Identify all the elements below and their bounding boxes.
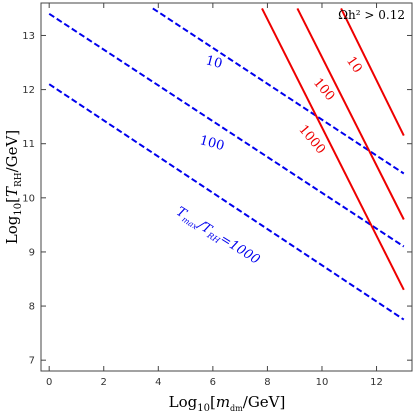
x-tick-label-1: 2 xyxy=(101,377,107,388)
y-tick-label-5: 12 xyxy=(22,85,35,96)
y-tick-label-4: 11 xyxy=(22,139,35,150)
x-axis-label: Log10[mdm/GeV] xyxy=(169,393,286,414)
series-label-blue-100: 100 xyxy=(198,133,226,154)
series-line-red-3 xyxy=(296,7,405,220)
x-tick-label-5: 10 xyxy=(316,377,329,388)
x-tick-label-3: 6 xyxy=(210,377,216,388)
plot-frame xyxy=(40,2,413,372)
series-label-blue-10: 10 xyxy=(204,53,224,72)
series-line-red-5 xyxy=(340,7,405,137)
series-layer xyxy=(48,7,405,321)
y-tick-label-2: 9 xyxy=(29,247,35,258)
series-line-red-4 xyxy=(261,7,405,291)
y-tick-label-1: 8 xyxy=(29,302,35,313)
x-tick-label-6: 12 xyxy=(370,377,383,388)
y-tick-label-0: 7 xyxy=(29,356,35,367)
x-tick-label-0: 0 xyxy=(46,377,52,388)
y-axis-label: Log10[TRH/GeV] xyxy=(3,130,24,244)
series-line-blue-2 xyxy=(48,83,405,321)
y-tick-label-3: 10 xyxy=(22,193,35,204)
x-tick-label-4: 8 xyxy=(264,377,270,388)
series-line-blue-1 xyxy=(48,12,405,248)
axis-ticks: 0 2 4 6 8 10 12 7 8 9 10 11 12 13 xyxy=(22,3,412,388)
omega-annotation: Ωh² > 0.12 xyxy=(338,8,405,22)
series-line-blue-0 xyxy=(152,7,405,175)
y-tick-label-6: 13 xyxy=(22,31,35,42)
x-tick-label-2: 4 xyxy=(155,377,161,388)
